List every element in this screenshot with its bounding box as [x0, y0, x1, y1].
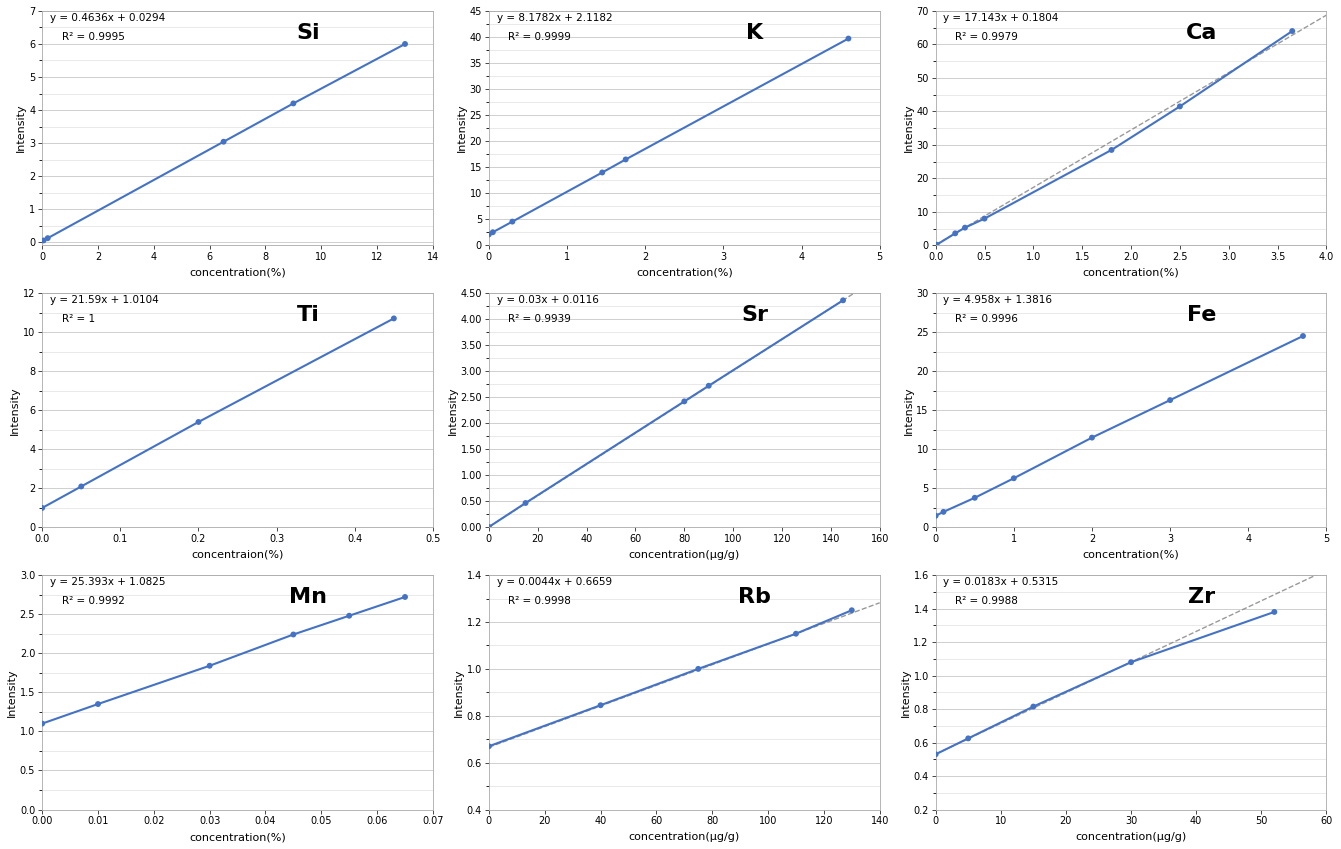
Point [833, 294, 854, 307]
Point [394, 37, 416, 51]
Point [964, 491, 986, 504]
Point [1003, 471, 1025, 485]
Text: Si: Si [296, 23, 319, 42]
Point [590, 699, 611, 712]
Point [1101, 143, 1122, 157]
Point [394, 590, 416, 604]
X-axis label: concentration(%): concentration(%) [1082, 268, 1180, 278]
Text: Rb: Rb [738, 587, 771, 607]
X-axis label: concentration(%): concentration(%) [189, 268, 286, 278]
Point [71, 480, 93, 493]
Text: R² = 1: R² = 1 [62, 314, 95, 324]
Point [1282, 25, 1303, 38]
Point [198, 659, 220, 672]
Text: Sr: Sr [742, 305, 768, 324]
Y-axis label: Intensity: Intensity [448, 386, 457, 435]
Point [957, 732, 979, 745]
Y-axis label: Intensity: Intensity [16, 104, 27, 153]
Text: y = 21.59x + 1.0104: y = 21.59x + 1.0104 [50, 295, 158, 306]
X-axis label: concentration(μg/g): concentration(μg/g) [1075, 832, 1187, 842]
Point [955, 221, 976, 234]
Point [1169, 99, 1191, 113]
Point [925, 747, 947, 761]
Y-axis label: Intensity: Intensity [457, 104, 467, 153]
Text: Ti: Ti [296, 305, 319, 324]
Text: y = 8.1782x + 2.1182: y = 8.1782x + 2.1182 [496, 14, 613, 23]
Point [479, 739, 500, 753]
Point [38, 231, 59, 245]
Point [283, 97, 304, 110]
Point [479, 228, 500, 241]
Text: Zr: Zr [1188, 587, 1215, 607]
Text: y = 4.958x + 1.3816: y = 4.958x + 1.3816 [944, 295, 1053, 306]
X-axis label: concentraion(%): concentraion(%) [192, 550, 284, 560]
Text: K: K [746, 23, 763, 42]
Text: R² = 0.9939: R² = 0.9939 [508, 314, 571, 324]
Text: y = 0.0183x + 0.5315: y = 0.0183x + 0.5315 [944, 577, 1059, 588]
Point [31, 501, 52, 514]
Text: R² = 0.9992: R² = 0.9992 [62, 596, 125, 606]
X-axis label: concentration(μg/g): concentration(μg/g) [629, 832, 740, 842]
Point [944, 227, 966, 240]
Text: R² = 0.9988: R² = 0.9988 [955, 596, 1018, 606]
Y-axis label: Intensity: Intensity [901, 668, 911, 717]
Point [786, 627, 807, 640]
Point [1263, 605, 1285, 619]
Point [1120, 655, 1141, 669]
Text: R² = 0.9996: R² = 0.9996 [955, 314, 1018, 324]
Text: y = 25.393x + 1.0825: y = 25.393x + 1.0825 [50, 577, 165, 588]
Point [32, 233, 54, 247]
Point [1023, 700, 1045, 713]
Point [925, 509, 947, 522]
Point [338, 609, 359, 622]
Point [283, 627, 304, 641]
Point [591, 166, 613, 179]
Text: R² = 0.9995: R² = 0.9995 [62, 32, 125, 42]
Text: R² = 0.9998: R² = 0.9998 [508, 596, 571, 606]
Point [479, 520, 500, 534]
Point [188, 415, 209, 429]
Point [213, 135, 235, 149]
X-axis label: concentration(%): concentration(%) [189, 832, 286, 842]
Y-axis label: Intensity: Intensity [11, 386, 20, 435]
Text: R² = 0.9999: R² = 0.9999 [508, 32, 571, 42]
Point [1160, 393, 1181, 407]
Point [673, 395, 695, 408]
Point [31, 717, 52, 730]
X-axis label: concentration(%): concentration(%) [636, 268, 732, 278]
Point [502, 215, 523, 228]
Y-axis label: Intensity: Intensity [904, 386, 913, 435]
Point [1293, 329, 1314, 343]
X-axis label: concentration(%): concentration(%) [1082, 550, 1180, 560]
Text: Ca: Ca [1185, 23, 1218, 42]
Point [974, 211, 995, 225]
Text: y = 0.03x + 0.0116: y = 0.03x + 0.0116 [496, 295, 598, 306]
X-axis label: concentration(μg/g): concentration(μg/g) [629, 550, 740, 560]
Y-axis label: Intensity: Intensity [904, 104, 913, 153]
Point [616, 153, 637, 166]
Text: Mn: Mn [288, 587, 327, 607]
Y-axis label: Intensity: Intensity [7, 668, 17, 717]
Point [483, 226, 504, 239]
Point [515, 496, 536, 509]
Point [925, 238, 947, 251]
Point [838, 31, 860, 45]
Text: R² = 0.9979: R² = 0.9979 [955, 32, 1018, 42]
Text: y = 0.0044x + 0.6659: y = 0.0044x + 0.6659 [496, 577, 611, 588]
Text: y = 0.4636x + 0.0294: y = 0.4636x + 0.0294 [50, 14, 165, 23]
Text: Fe: Fe [1187, 305, 1216, 324]
Point [688, 662, 709, 676]
Point [933, 505, 955, 519]
Point [384, 312, 405, 325]
Point [1081, 430, 1102, 444]
Point [841, 604, 862, 617]
Point [87, 697, 109, 711]
Y-axis label: Intensity: Intensity [453, 668, 464, 717]
Text: y = 17.143x + 0.1804: y = 17.143x + 0.1804 [944, 14, 1059, 23]
Point [699, 379, 720, 392]
